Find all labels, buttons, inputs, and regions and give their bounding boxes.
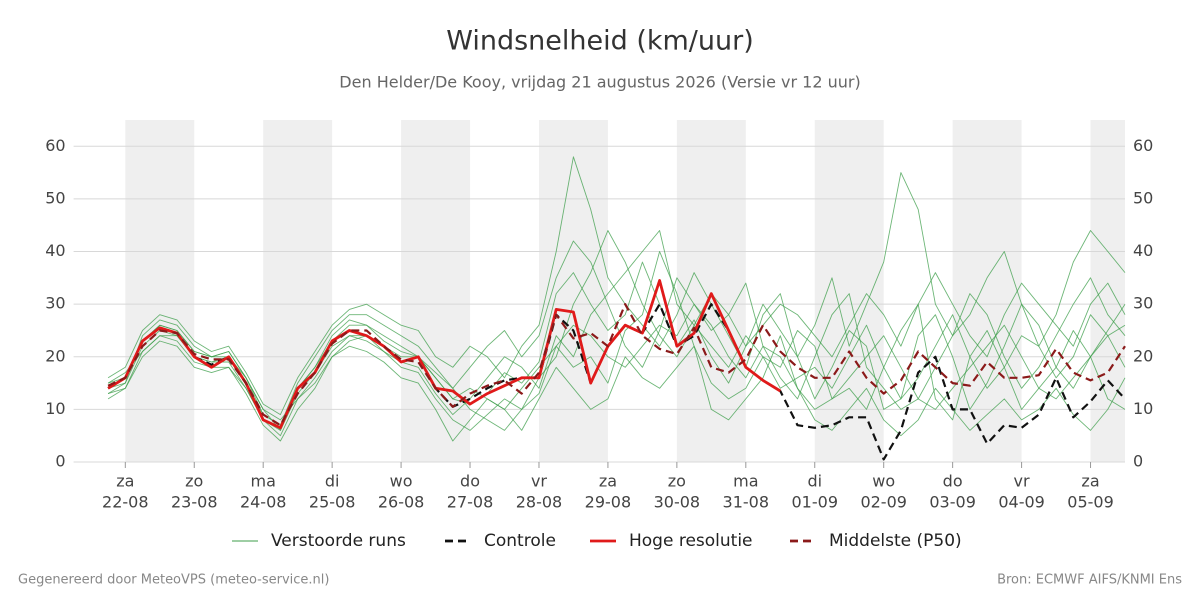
x-tick-label: za	[116, 472, 134, 491]
x-tick-date: 22-08	[102, 493, 149, 512]
x-tick-date: 31-08	[723, 493, 770, 512]
ensemble-line	[107, 303, 1126, 421]
day-band	[125, 120, 195, 462]
x-tick-date: 29-08	[585, 493, 632, 512]
x-tick-date: 27-08	[447, 493, 494, 512]
y-tick-label: 30	[45, 294, 65, 313]
x-tick-label: vr	[1014, 472, 1030, 491]
x-tick-date: 26-08	[378, 493, 425, 512]
y2-tick-label: 40	[1133, 241, 1153, 260]
y-tick-label: 20	[45, 346, 65, 365]
ensemble-line	[107, 251, 1126, 437]
footer-left: Gegenereerd door MeteoVPS (meteo-service…	[18, 573, 329, 588]
footer-right: Bron: ECMWF AIFS/KNMI Ens	[997, 573, 1182, 588]
day-band	[1090, 120, 1125, 462]
x-tick-date: 25-08	[309, 493, 356, 512]
legend-label: Middelste (P50)	[829, 531, 962, 551]
day-band	[952, 120, 1022, 462]
x-tick-label: do	[460, 472, 480, 491]
y-tick-label: 0	[55, 452, 65, 471]
x-tick-label: za	[599, 472, 617, 491]
y2-tick-label: 0	[1133, 452, 1143, 471]
x-tick-date: 05-09	[1067, 493, 1114, 512]
x-tick-date: 24-08	[240, 493, 287, 512]
y-tick-label: 50	[45, 188, 65, 207]
y-tick-label: 60	[45, 136, 65, 155]
x-tick-date: 30-08	[654, 493, 701, 512]
x-tick-label: vr	[531, 472, 547, 491]
chart-subtitle: Den Helder/De Kooy, vrijdag 21 augustus …	[339, 73, 860, 92]
x-tick-label: zo	[185, 472, 203, 491]
x-tick-label: di	[807, 472, 822, 491]
x-tick-label: di	[325, 472, 340, 491]
x-tick-label: wo	[872, 472, 895, 491]
x-tick-date: 03-09	[929, 493, 976, 512]
x-tick-date: 02-09	[860, 493, 907, 512]
day-band	[676, 120, 746, 462]
legend-label: Controle	[484, 531, 556, 551]
x-tick-label: do	[943, 472, 963, 491]
x-tick-label: za	[1081, 472, 1099, 491]
x-tick-date: 01-09	[792, 493, 839, 512]
y2-tick-label: 50	[1133, 188, 1153, 207]
ensemble-line	[107, 335, 1126, 442]
x-tick-label: zo	[668, 472, 686, 491]
x-tick-date: 04-09	[998, 493, 1045, 512]
x-tick-date: 28-08	[516, 493, 563, 512]
day-band	[814, 120, 884, 462]
x-tick-label: wo	[390, 472, 413, 491]
day-band	[263, 120, 333, 462]
day-band	[401, 120, 471, 462]
y2-tick-label: 10	[1133, 399, 1153, 418]
ensemble-line	[107, 156, 1126, 416]
y2-tick-label: 30	[1133, 294, 1153, 313]
legend-label: Hoge resolutie	[629, 531, 753, 551]
x-tick-label: ma	[251, 472, 276, 491]
series-line	[107, 303, 1126, 427]
day-band	[538, 120, 608, 462]
y-tick-label: 10	[45, 399, 65, 418]
x-tick-date: 23-08	[171, 493, 218, 512]
x-tick-label: ma	[733, 472, 758, 491]
y2-tick-label: 20	[1133, 346, 1153, 365]
legend-label: Verstoorde runs	[271, 531, 406, 551]
ensemble-line	[107, 230, 1126, 431]
series-line	[107, 279, 782, 430]
y-tick-label: 40	[45, 241, 65, 260]
chart-title: Windsnelheid (km/uur)	[446, 26, 754, 57]
y2-tick-label: 60	[1133, 136, 1153, 155]
